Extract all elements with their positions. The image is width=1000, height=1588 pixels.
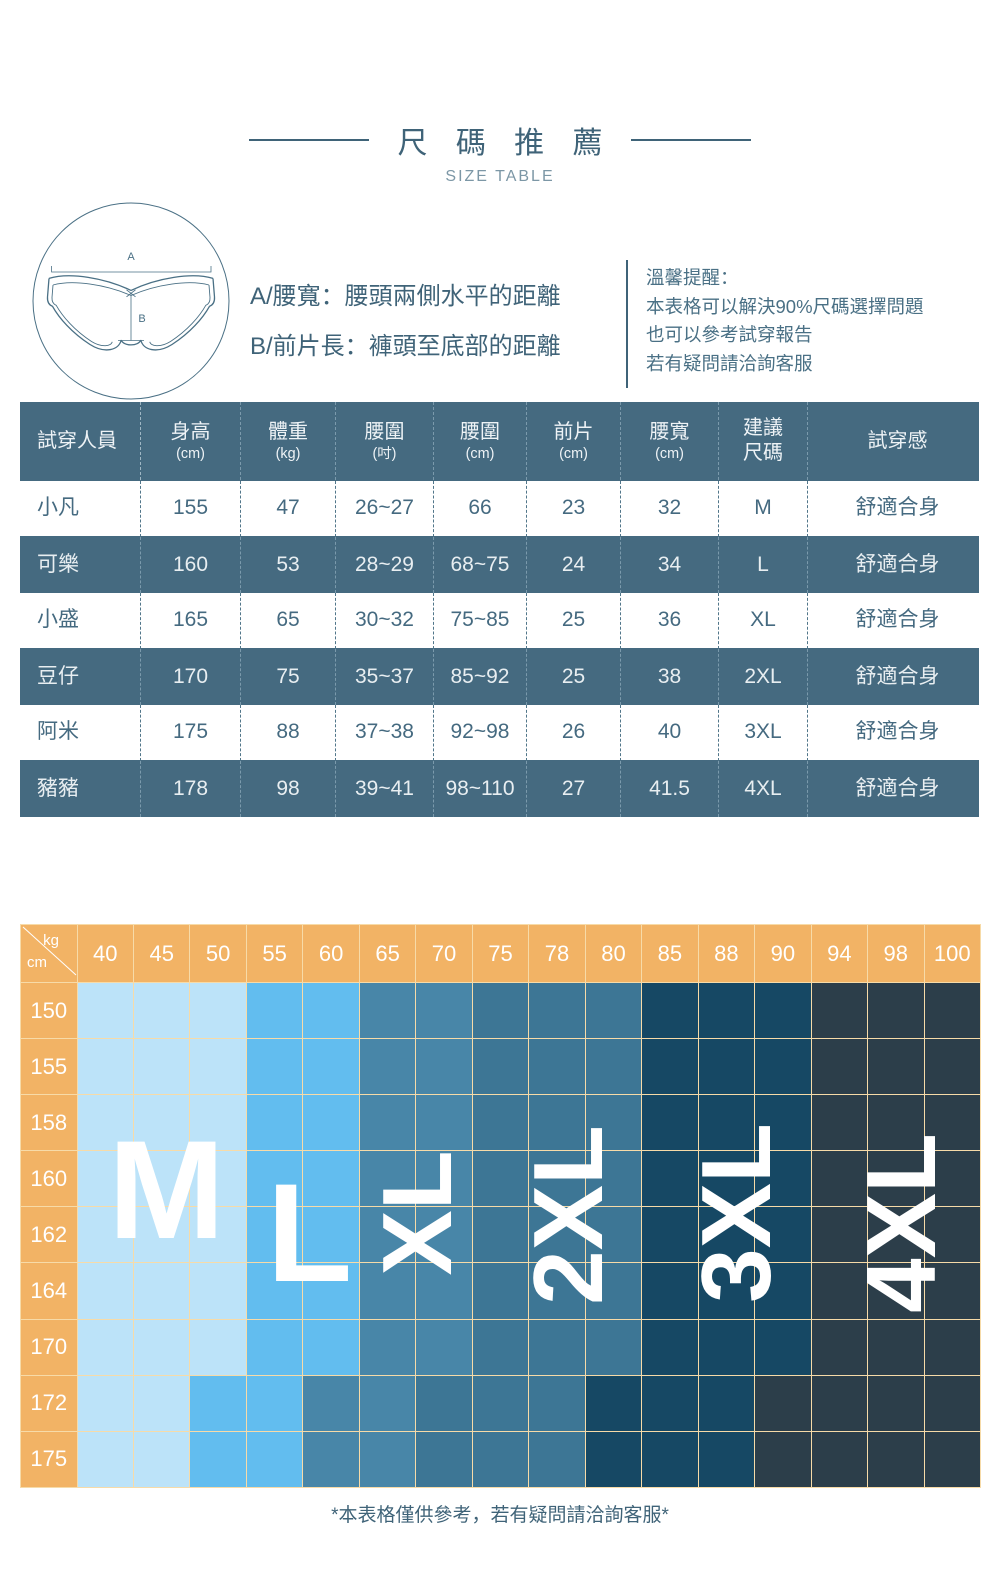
svg-text:cm: cm [27, 954, 47, 971]
svg-text:A: A [127, 251, 135, 263]
svg-text:B: B [138, 313, 145, 325]
svg-text:kg: kg [43, 932, 59, 949]
